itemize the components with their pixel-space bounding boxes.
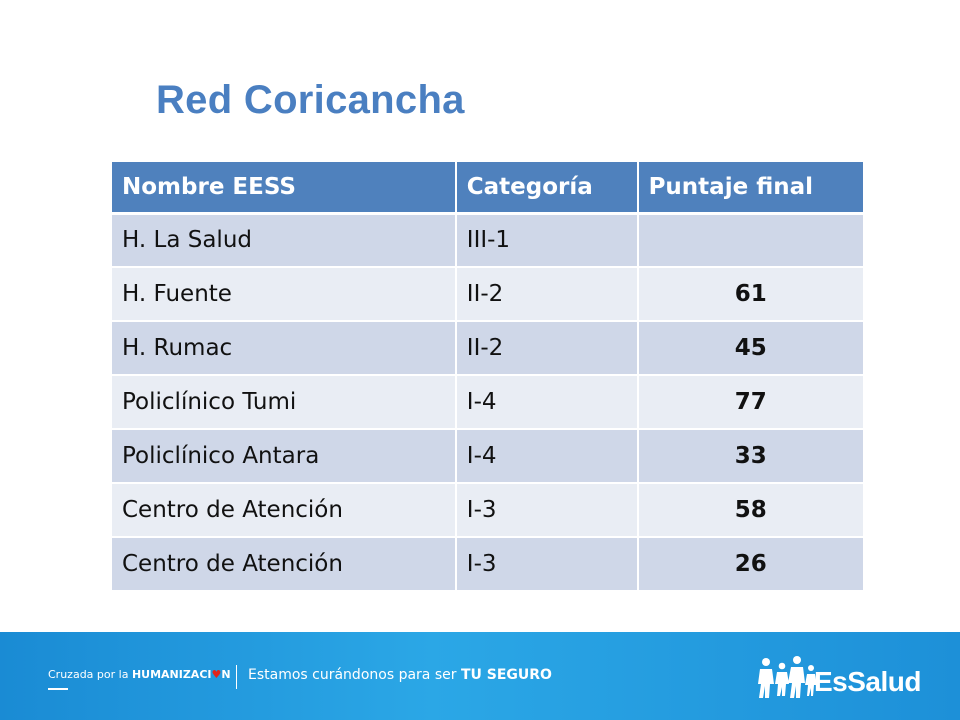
cell-category: III-1 xyxy=(454,212,639,268)
campaign-underline xyxy=(48,688,68,690)
table-row: Policlínico Antara I-4 33 xyxy=(110,428,866,484)
cell-category: I-3 xyxy=(454,482,639,538)
cell-name: Policlínico Tumi xyxy=(110,374,457,430)
header-puntaje-final: Puntaje final xyxy=(636,160,866,215)
footer-divider xyxy=(236,665,237,689)
cell-category: II-2 xyxy=(454,266,639,322)
table-row: Policlínico Tumi I-4 77 xyxy=(110,374,866,430)
cell-score: 45 xyxy=(636,320,866,376)
table-row: H. Rumac II-2 45 xyxy=(110,320,866,376)
heart-icon: ♥ xyxy=(211,668,222,681)
table-row: Centro de Atención I-3 58 xyxy=(110,482,866,538)
slogan-bold: TU SEGURO xyxy=(460,667,552,683)
table-row: H. Fuente II-2 61 xyxy=(110,266,866,322)
cell-score: 77 xyxy=(636,374,866,430)
campaign-prefix: Cruzada por la xyxy=(48,668,132,681)
campaign-word-part-2: N xyxy=(221,668,231,681)
footer-slogan: Estamos curándonos para ser TU SEGURO xyxy=(248,667,552,683)
cell-category: I-4 xyxy=(454,428,639,484)
table-row: Centro de Atención I-3 26 xyxy=(110,536,866,592)
cell-score: 33 xyxy=(636,428,866,484)
footer-banner: Cruzada por la HUMANIZACI♥N Estamos curá… xyxy=(0,632,960,720)
cell-name: H. La Salud xyxy=(110,212,457,268)
cell-score xyxy=(636,212,866,268)
header-categoria: Categoría xyxy=(454,160,639,215)
cell-category: I-3 xyxy=(454,536,639,592)
essalud-logo: EsSalud xyxy=(756,654,926,702)
slogan-prefix: Estamos curándonos para ser xyxy=(248,667,461,683)
cell-score: 61 xyxy=(636,266,866,322)
cell-name: H. Rumac xyxy=(110,320,457,376)
family-figures-icon xyxy=(758,656,817,698)
table-row: H. La Salud III-1 xyxy=(110,212,866,268)
cell-category: I-4 xyxy=(454,374,639,430)
facility-score-table: Nombre EESS Categoría Puntaje final H. L… xyxy=(110,160,866,592)
table-header-row: Nombre EESS Categoría Puntaje final xyxy=(110,160,866,215)
header-nombre-eess: Nombre EESS xyxy=(110,160,457,215)
cell-name: Centro de Atención xyxy=(110,536,457,592)
cell-score: 58 xyxy=(636,482,866,538)
cell-name: Policlínico Antara xyxy=(110,428,457,484)
cell-score: 26 xyxy=(636,536,866,592)
slide-title: Red Coricancha xyxy=(156,78,465,122)
cell-name: H. Fuente xyxy=(110,266,457,322)
cell-category: II-2 xyxy=(454,320,639,376)
cell-name: Centro de Atención xyxy=(110,482,457,538)
logo-text: EsSalud xyxy=(814,666,921,697)
campaign-word-part-1: HUMANIZACI xyxy=(131,668,212,681)
campaign-tagline: Cruzada por la HUMANIZACI♥N xyxy=(48,668,231,681)
